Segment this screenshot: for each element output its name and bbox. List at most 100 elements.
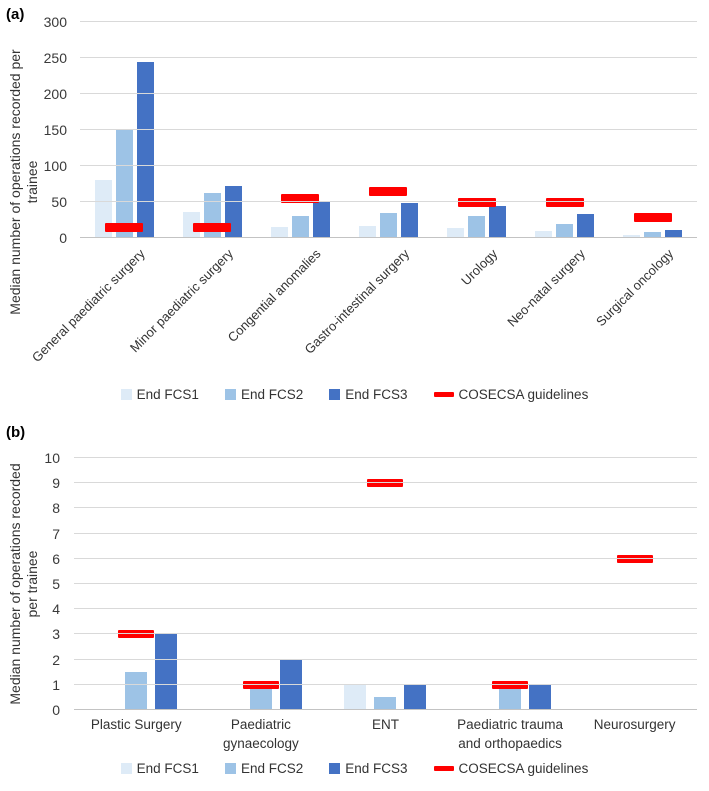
series-swatch-icon (329, 763, 341, 774)
bar-group-general-paediatric-surgery (80, 22, 168, 238)
y-tick-label: 2 (52, 651, 60, 668)
cosecsa-guideline-marker (492, 680, 529, 689)
legend-item-end-fcs2: End FCS2 (224, 387, 304, 402)
gridline (80, 57, 697, 58)
legend-label: End FCS2 (240, 387, 304, 402)
bar-cluster (447, 22, 507, 238)
bar-end-fcs1 (344, 684, 367, 710)
bar-end-fcs2 (468, 215, 486, 238)
legend-item-cosecsa-guidelines: COSECSA guidelines (433, 761, 588, 776)
gridline (74, 709, 697, 710)
bar-cluster (344, 458, 427, 710)
panel-a-y-axis-ticks: 0 50 100 150 200 250 300 (20, 14, 67, 246)
category-label-text: Urology (457, 246, 501, 289)
series-swatch-icon (329, 389, 341, 400)
gridline (74, 683, 697, 685)
gridline (74, 633, 697, 635)
category-label: Neurosurgery (593, 717, 676, 732)
panel-a-legend: End FCS1 End FCS2 End FCS3 COSECSA guidelin… (0, 387, 709, 402)
guideline-dash-icon (433, 392, 454, 397)
gridline (80, 21, 697, 22)
bar-group-minor-paediatric-surgery (168, 22, 256, 238)
cosecsa-guideline-marker (457, 197, 496, 207)
cosecsa-guideline-marker (545, 197, 584, 207)
bar-end-fcs3 (577, 214, 595, 238)
bar-end-fcs1 (623, 235, 641, 238)
legend-label: End FCS2 (240, 761, 304, 776)
y-tick-label: 300 (43, 14, 67, 30)
bar-end-fcs1 (535, 230, 553, 238)
gridline (74, 532, 697, 534)
series-swatch-icon (120, 389, 132, 400)
legend-label: COSECSA guidelines (458, 387, 589, 402)
legend-item-cosecsa-guidelines: COSECSA guidelines (433, 387, 589, 402)
bar-end-fcs2 (125, 672, 148, 710)
legend-item-end-fcs3: End FCS3 (329, 761, 408, 776)
bar-end-fcs3 (400, 202, 418, 238)
gridline (80, 237, 697, 238)
panel-b-bar-groups (74, 458, 697, 710)
bar-end-fcs2 (499, 684, 522, 710)
legend-label: End FCS3 (345, 761, 408, 776)
bar-end-fcs2 (115, 130, 133, 238)
gridline (74, 583, 697, 584)
bar-cluster (623, 22, 683, 238)
cosecsa-guideline-marker (242, 680, 279, 689)
bar-group-plastic-surgery (74, 458, 199, 710)
series-swatch-icon (224, 389, 236, 400)
cosecsa-guideline-marker (369, 186, 408, 196)
bar-end-fcs3 (404, 684, 427, 710)
cosecsa-guideline-marker (281, 193, 320, 203)
bar-end-fcs2 (556, 223, 574, 238)
gridline (80, 201, 697, 203)
bar-end-fcs2 (291, 216, 309, 238)
gridline (80, 93, 697, 95)
bar-group-surgical-oncology (609, 22, 697, 238)
category-label-text: Minor paediatric surgery (126, 246, 236, 356)
legend-label: End FCS1 (136, 761, 199, 776)
cosecsa-guideline-marker (367, 479, 404, 488)
y-tick-label: 3 (52, 626, 60, 643)
series-swatch-icon (224, 763, 236, 774)
bar-end-fcs3 (312, 200, 330, 238)
bar-end-fcs3 (136, 62, 154, 238)
y-tick-label: 200 (43, 86, 67, 103)
panel-a-plot-area (80, 21, 697, 238)
y-tick-label: 0 (59, 230, 67, 246)
cosecsa-guideline-marker (633, 213, 672, 223)
y-tick-label: 8 (52, 500, 60, 517)
bar-group-neo-natal-surgery (521, 22, 609, 238)
bar-cluster (594, 458, 676, 710)
panel-a-label: (a) (6, 6, 25, 23)
panel-a-category-labels: General paediatric surgery Minor paediatr… (29, 246, 697, 384)
bar-cluster (270, 22, 330, 238)
category-label: Paediatric gynaecology (222, 717, 299, 751)
gridline (74, 482, 697, 484)
category-label: Plastic Surgery (90, 717, 182, 732)
bar-end-fcs3 (665, 230, 683, 238)
gridline (80, 165, 697, 167)
bar-group-ent (323, 458, 448, 710)
panel-b-label: (b) (6, 424, 26, 441)
y-tick-label: 1 (52, 676, 60, 693)
bar-cluster (469, 458, 552, 710)
category-label-text: Surgical oncology (593, 246, 677, 330)
bar-cluster (95, 458, 178, 710)
y-tick-label: 5 (52, 576, 60, 592)
y-tick-label: 4 (52, 601, 60, 618)
y-tick-label: 10 (44, 450, 60, 466)
panel-b-category-labels: Plastic Surgery Paediatric gynaecology ENT… (74, 716, 697, 754)
bar-end-fcs3 (489, 206, 507, 238)
cosecsa-guideline-marker (118, 630, 155, 639)
category-label-text: Congential anomalies (224, 246, 324, 346)
category-label: Paediatric trauma and orthopaedics (457, 717, 563, 751)
bar-end-fcs1 (447, 227, 465, 238)
bar-group-congential-anomalies (256, 22, 344, 238)
y-tick-label: 100 (43, 158, 67, 175)
legend-label: End FCS3 (345, 387, 408, 402)
legend-item-end-fcs2: End FCS2 (224, 761, 304, 776)
y-tick-label: 9 (52, 475, 60, 492)
bar-cluster (94, 22, 154, 238)
bar-group-gastro-intestinal-surgery (344, 22, 432, 238)
y-tick-label: 7 (52, 525, 60, 542)
